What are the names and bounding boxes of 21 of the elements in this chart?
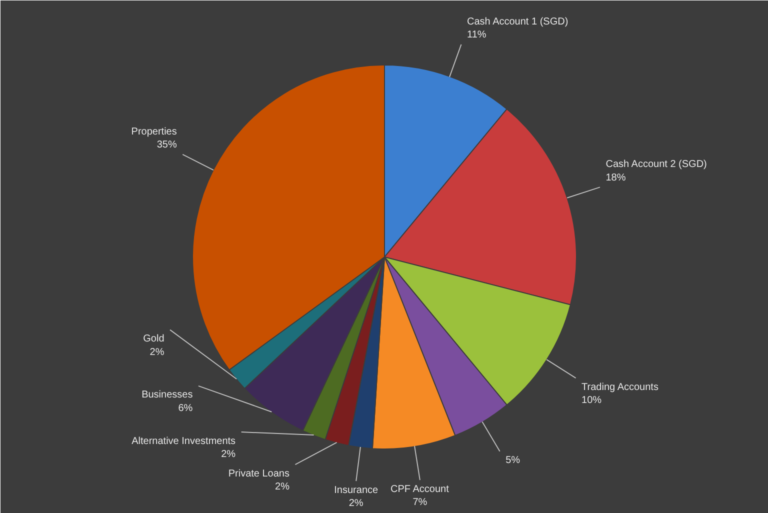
slice-label: Insurance (334, 484, 378, 496)
data-label: 11% (467, 30, 486, 41)
data-label: 35% (156, 140, 177, 151)
slice-label: Properties (131, 126, 177, 138)
data-label: 2% (221, 449, 236, 460)
slice-label: Private Loans (228, 468, 290, 480)
data-label: 2% (150, 346, 164, 358)
data-label: 5% (506, 455, 520, 466)
slice-label: Businesses (142, 390, 193, 401)
slice-label: Cash Account 2 (SGD) (606, 159, 707, 170)
slice-label: Cash Account 1 (SGD) (467, 16, 568, 28)
slice-label: Trading Accounts (582, 382, 658, 393)
data-label: 7% (412, 497, 428, 508)
slice-label: Gold (143, 334, 164, 345)
data-label: 6% (178, 402, 193, 414)
data-label: 2% (275, 482, 290, 493)
data-label: 2% (348, 498, 364, 510)
slice-label: Alternative Investments (132, 436, 236, 447)
slice-label: CPF Account (390, 484, 450, 495)
data-label: 18% (606, 172, 626, 184)
data-label: 10% (582, 395, 602, 406)
